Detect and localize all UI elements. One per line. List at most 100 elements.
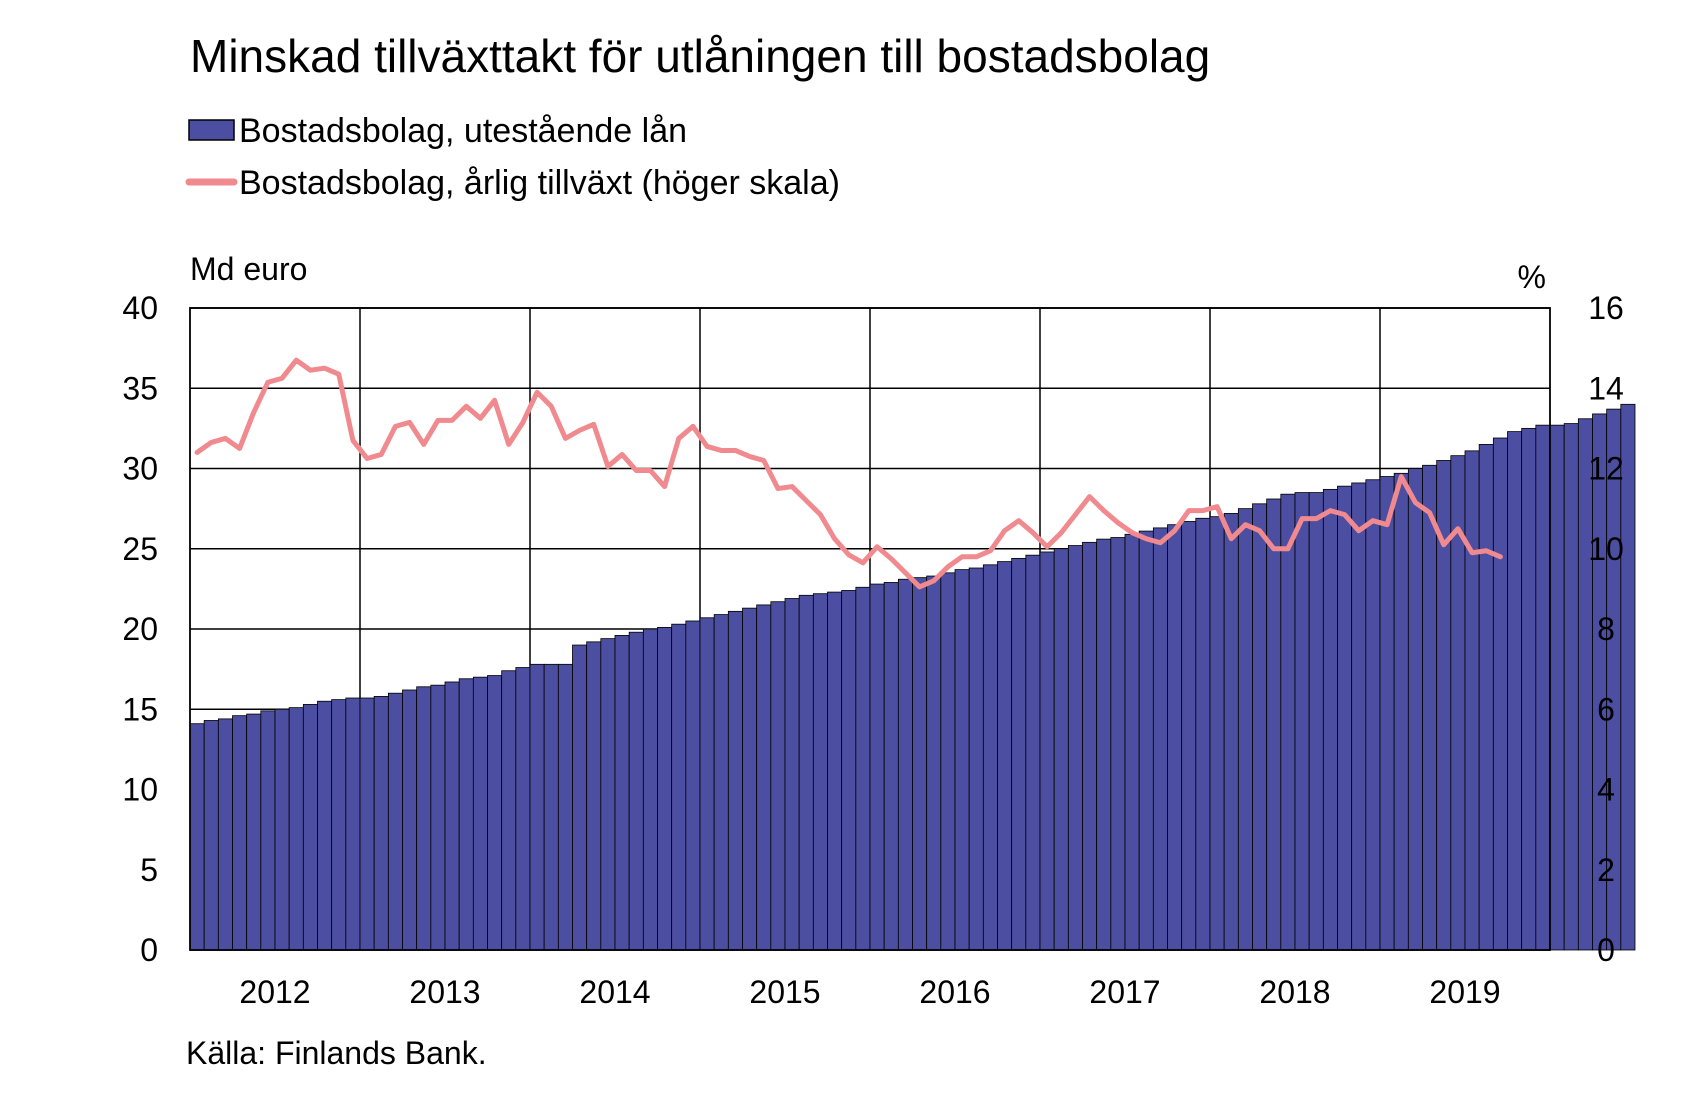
bar — [1223, 513, 1239, 951]
bar — [1549, 424, 1565, 951]
right-axis-unit: % — [1518, 259, 1546, 295]
left-tick-label: 20 — [122, 611, 158, 647]
bar — [699, 617, 715, 951]
bar — [1407, 468, 1423, 951]
bar — [756, 604, 772, 951]
bar — [1535, 424, 1551, 951]
bar — [1082, 541, 1098, 951]
bar — [940, 572, 956, 951]
bar — [713, 614, 729, 951]
bar — [444, 681, 460, 951]
left-tick-label: 15 — [122, 691, 158, 727]
right-axis-ticks: 0 2 4 6 8 10 12 14 16 — [1588, 290, 1624, 968]
plot-border — [189, 307, 1551, 951]
bar — [1337, 485, 1353, 951]
bar — [897, 578, 913, 951]
legend-label-bars: Bostadsbolag, utestående lån — [239, 112, 687, 150]
bar — [1096, 538, 1112, 951]
bar — [274, 708, 290, 951]
bar — [1124, 533, 1140, 951]
right-tick-label: 6 — [1597, 691, 1615, 727]
bar — [1379, 476, 1395, 951]
growth-line — [194, 357, 1503, 590]
bar — [1039, 551, 1055, 951]
bar — [657, 626, 673, 951]
bar — [501, 670, 517, 951]
bar — [1167, 524, 1183, 951]
source-note: Källa: Finlands Bank. — [186, 1035, 487, 1071]
left-axis-unit: Md euro — [190, 251, 307, 287]
bar — [968, 567, 984, 951]
bar — [1252, 503, 1268, 951]
bar — [1294, 492, 1310, 951]
bar — [458, 678, 474, 951]
bar — [387, 692, 403, 951]
bar — [515, 667, 531, 951]
bar — [1308, 492, 1324, 951]
bar — [1563, 423, 1579, 951]
bar — [1152, 527, 1168, 951]
bar — [1209, 516, 1225, 951]
bar — [1110, 537, 1126, 951]
right-tick-label: 12 — [1588, 451, 1624, 487]
bar — [855, 586, 871, 951]
bar — [784, 598, 800, 951]
bar — [359, 697, 375, 951]
bar — [302, 704, 318, 951]
left-tick-label: 25 — [122, 531, 158, 567]
x-tick-label: 2015 — [749, 974, 820, 1010]
left-tick-label: 10 — [122, 772, 158, 808]
bar — [232, 715, 248, 951]
bar — [572, 644, 588, 951]
x-tick-label: 2017 — [1089, 974, 1160, 1010]
legend-label-line: Bostadsbolag, årlig tillväxt (höger skal… — [239, 164, 840, 202]
left-axis-ticks: 0 5 10 15 20 25 30 35 40 — [122, 290, 158, 968]
plot-frame — [189, 307, 1551, 951]
bar — [430, 684, 446, 951]
x-tick-label: 2012 — [239, 974, 310, 1010]
bar — [926, 575, 942, 951]
bar — [543, 663, 559, 951]
bar — [189, 723, 205, 951]
bar — [345, 697, 361, 951]
x-tick-label: 2016 — [919, 974, 990, 1010]
bar — [288, 707, 304, 951]
bar — [373, 696, 389, 951]
bar — [628, 631, 644, 951]
bar — [1507, 431, 1523, 951]
bar — [600, 638, 616, 951]
bar — [1422, 464, 1438, 951]
bar — [317, 700, 333, 951]
bar — [416, 686, 432, 951]
right-tick-label: 10 — [1588, 531, 1624, 567]
bar — [1181, 521, 1197, 951]
chart-title: Minskad tillväxttakt för utlåningen till… — [190, 30, 1210, 82]
bar — [770, 601, 786, 951]
x-tick-label: 2018 — [1259, 974, 1330, 1010]
bar — [1478, 444, 1494, 951]
bar — [1280, 493, 1296, 951]
bar — [1351, 482, 1367, 951]
bar — [642, 628, 658, 951]
left-tick-label: 30 — [122, 451, 158, 487]
bar — [982, 564, 998, 951]
bar — [529, 663, 545, 951]
bar — [812, 593, 828, 951]
bar — [1266, 498, 1282, 951]
bar — [1365, 479, 1381, 951]
bar — [260, 710, 276, 951]
bar — [203, 720, 219, 951]
bar — [246, 713, 262, 951]
left-tick-label: 0 — [140, 932, 158, 968]
x-tick-label: 2014 — [579, 974, 650, 1010]
bar — [1492, 437, 1508, 951]
bar — [487, 675, 503, 951]
right-tick-label: 16 — [1588, 290, 1624, 326]
bar — [472, 676, 488, 951]
bar — [614, 635, 630, 951]
x-axis-ticks: 2012 2013 2014 2015 2016 2017 2018 2019 — [239, 974, 1500, 1010]
bar — [1025, 554, 1041, 951]
bar — [402, 689, 418, 951]
bar — [1322, 488, 1338, 951]
